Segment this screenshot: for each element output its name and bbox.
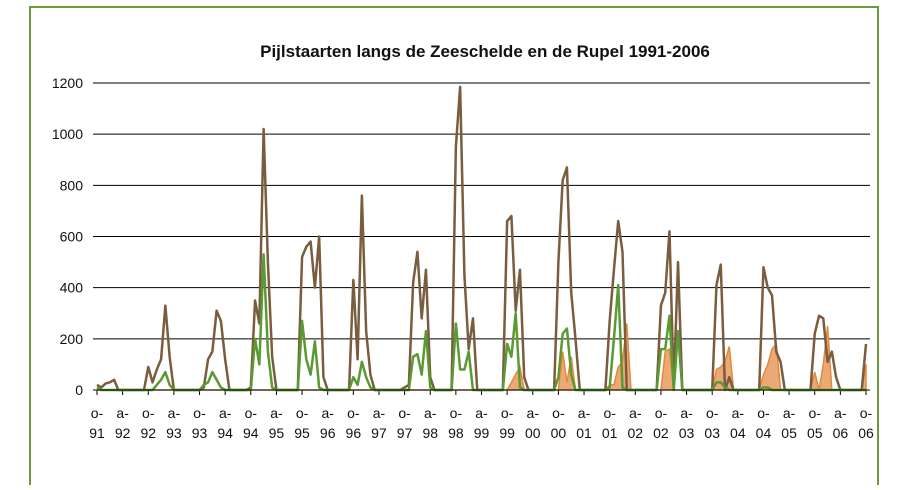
- x-tick-label: a-03: [679, 405, 695, 441]
- x-tick-label: a-94: [217, 405, 233, 441]
- x-tick-label: a-99: [474, 405, 490, 441]
- x-tick-label: o-96: [346, 405, 362, 441]
- x-tick-label: a-98: [422, 405, 438, 441]
- x-tick-label: a-06: [833, 405, 849, 441]
- y-tick-label: 200: [60, 331, 84, 347]
- x-tick-label: a-97: [371, 405, 387, 441]
- x-tick-label: o-04: [756, 405, 772, 441]
- x-tick-label: a-95: [269, 405, 285, 441]
- x-tick-label: o-93: [192, 405, 208, 441]
- x-tick-label: a-93: [166, 405, 182, 441]
- x-tick-label: a-01: [576, 405, 592, 441]
- y-tick-label: 1200: [52, 75, 83, 91]
- x-tick-label: o-97: [397, 405, 413, 441]
- x-tick-label: o-01: [602, 405, 618, 441]
- area: [97, 323, 867, 391]
- x-tick-label: o-98: [448, 405, 464, 441]
- x-tick-label: a-02: [628, 405, 644, 441]
- x-tick-label: o-91: [89, 405, 105, 441]
- y-tick-label: 400: [60, 280, 84, 296]
- x-tick-label: a-96: [320, 405, 336, 441]
- x-tick-label: a-00: [525, 405, 541, 441]
- x-tick-label: a-05: [781, 405, 797, 441]
- x-tick-label: o-05: [807, 405, 823, 441]
- y-tick-label: 0: [75, 382, 83, 398]
- x-tick-label: a-04: [730, 405, 746, 441]
- x-tick-label: o-06: [858, 405, 874, 441]
- line: [96, 253, 866, 392]
- line: [96, 85, 868, 392]
- y-tick-label: 800: [60, 177, 84, 193]
- y-tick-label: 600: [60, 229, 84, 245]
- x-tick-label: a-92: [115, 405, 131, 441]
- x-tick-label: o-00: [551, 405, 567, 441]
- x-tick-label: o-94: [243, 405, 259, 441]
- chart-title: Pijlstaarten langs de Zeeschelde en de R…: [260, 42, 710, 61]
- x-tick-label: o-92: [140, 405, 156, 441]
- frame: [29, 6, 879, 485]
- x-tick-label: o-95: [294, 405, 310, 441]
- x-tick-label: o-03: [704, 405, 720, 441]
- y-tick-label: 1000: [52, 126, 83, 142]
- x-tick-label: o-02: [653, 405, 669, 441]
- x-tick-label: o-99: [499, 405, 515, 441]
